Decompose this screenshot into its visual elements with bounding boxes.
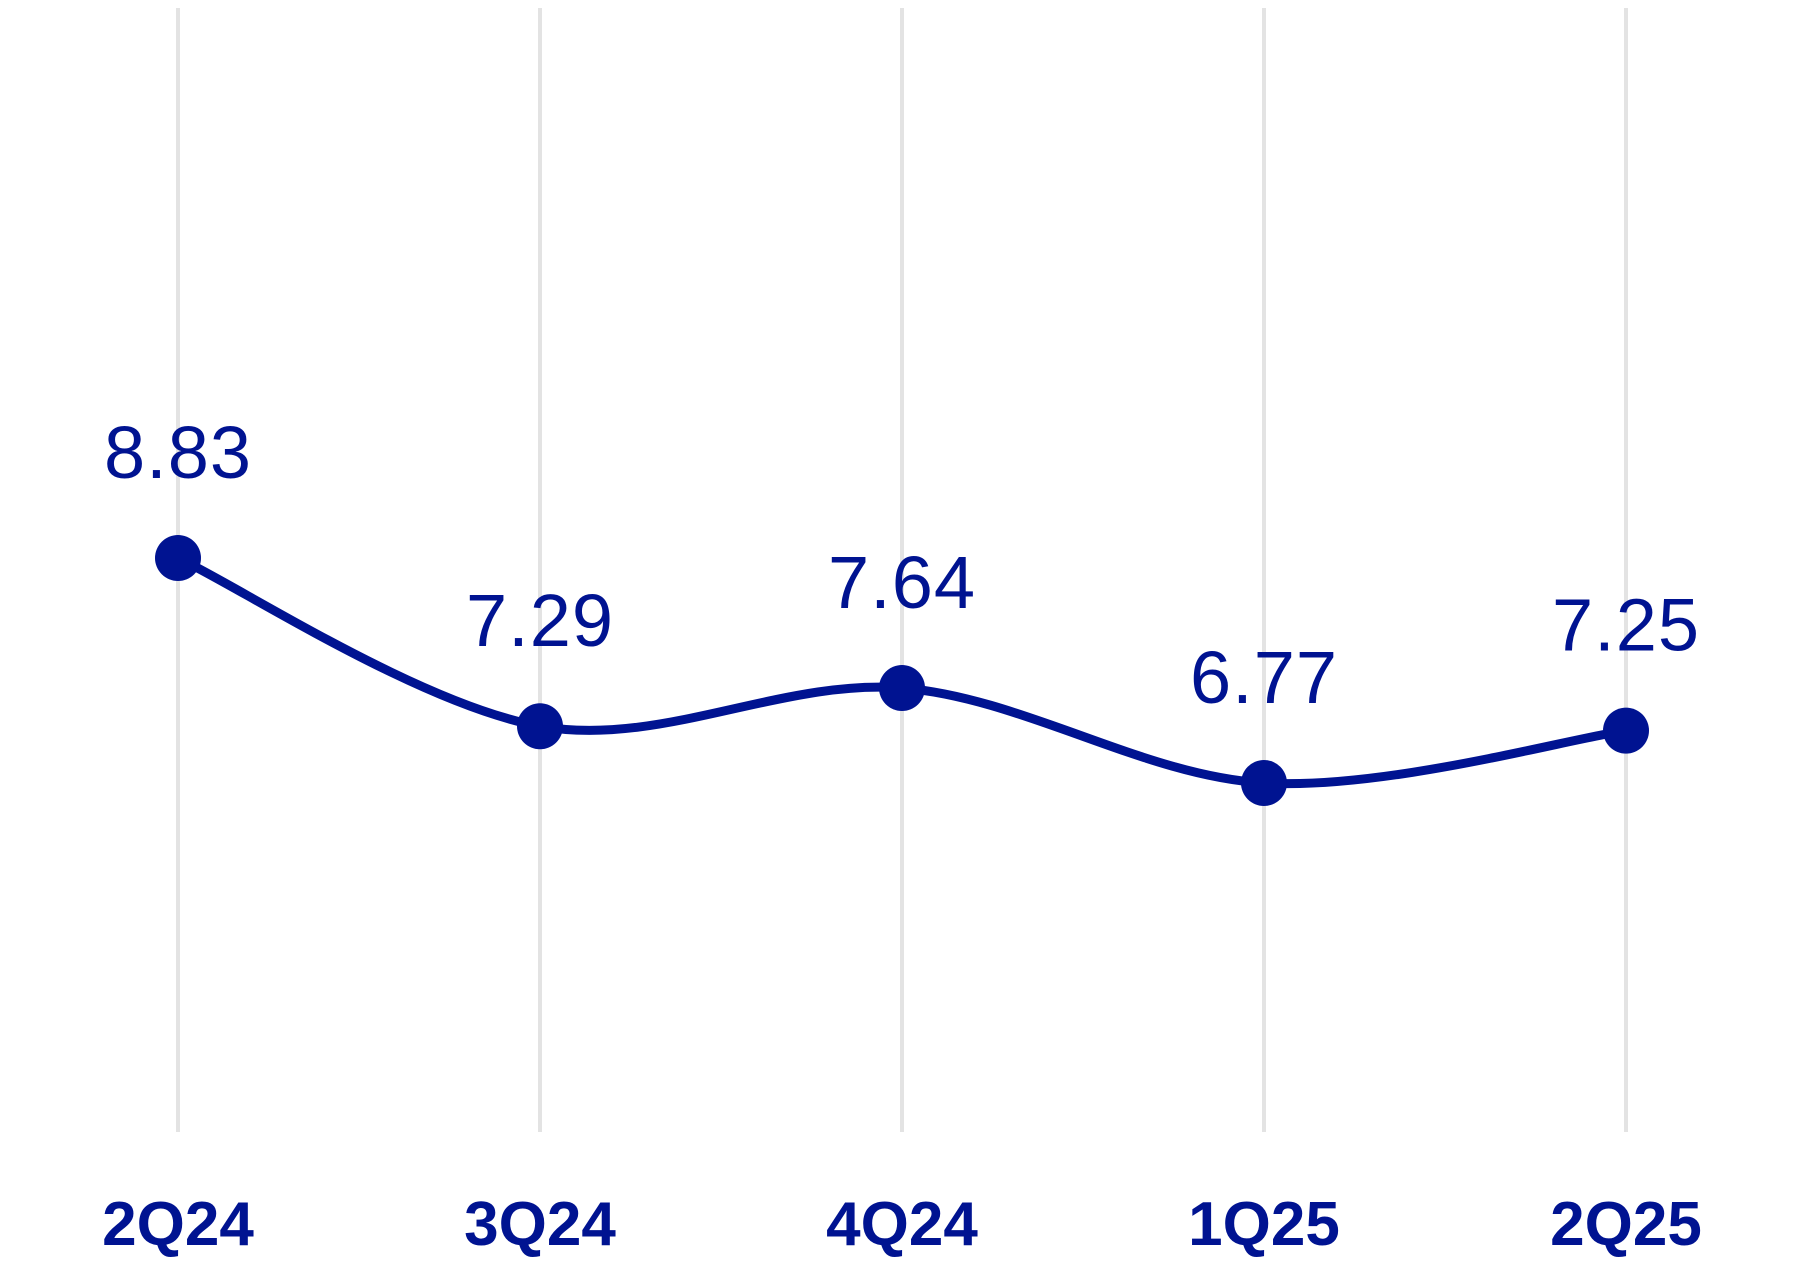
data-points bbox=[155, 535, 1649, 806]
data-point-3q24 bbox=[517, 703, 563, 750]
data-label-4q24: 7.64 bbox=[828, 541, 976, 624]
x-tick-label-1q25: 1Q25 bbox=[1188, 1190, 1340, 1259]
data-labels: 8.83 7.29 7.64 6.77 7.25 bbox=[104, 411, 1700, 719]
x-tick-label-2q25: 2Q25 bbox=[1550, 1190, 1702, 1259]
grid-lines bbox=[176, 8, 1628, 1132]
data-label-2q24: 8.83 bbox=[104, 411, 252, 494]
data-label-2q25: 7.25 bbox=[1552, 584, 1700, 667]
data-label-3q24: 7.29 bbox=[466, 579, 614, 662]
data-point-4q24 bbox=[879, 664, 925, 711]
x-tick-label-2q24: 2Q24 bbox=[102, 1190, 254, 1259]
data-point-2q24 bbox=[155, 535, 201, 581]
x-tick-label-3q24: 3Q24 bbox=[464, 1190, 616, 1259]
x-tick-label-4q24: 4Q24 bbox=[826, 1190, 978, 1259]
x-axis-tick-labels: 2Q24 3Q24 4Q24 1Q25 2Q25 bbox=[102, 1190, 1702, 1259]
data-point-1q25 bbox=[1241, 760, 1287, 806]
data-label-1q25: 6.77 bbox=[1190, 636, 1338, 719]
data-point-2q25 bbox=[1603, 707, 1649, 754]
